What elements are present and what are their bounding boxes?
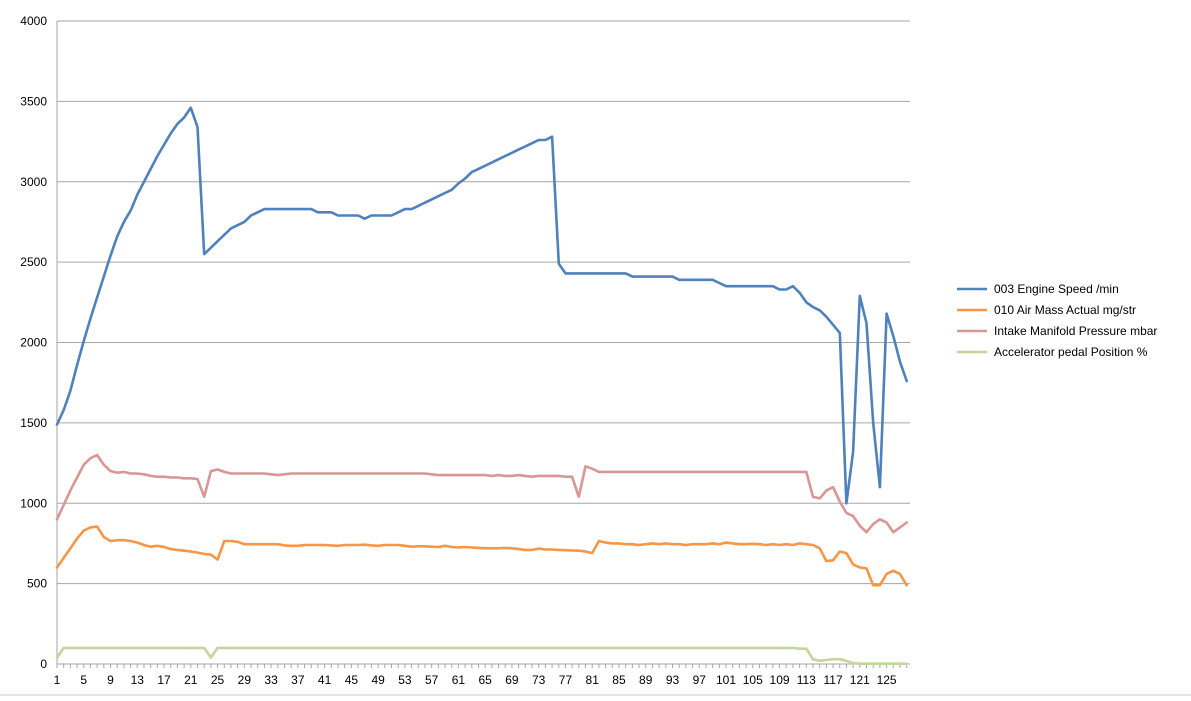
x-tick-label: 1	[54, 673, 61, 687]
x-tick-label: 113	[797, 673, 816, 687]
y-tick-label: 2500	[20, 255, 47, 269]
x-tick-label: 49	[371, 673, 385, 687]
y-tick-label: 1000	[20, 496, 47, 510]
y-tick-label: 1500	[20, 416, 47, 430]
x-tick-label: 41	[318, 673, 332, 687]
series-line-1	[55, 106, 909, 505]
legend-label: 003 Engine Speed /min	[994, 282, 1119, 296]
x-tick-label: 69	[505, 673, 519, 687]
x-axis-tick-labels: 1 5 9 13 17 21 25 29 33 37 41 45 49 53 57 61 65 69 73 77 81 8…	[54, 673, 897, 687]
x-tick-label: 21	[184, 673, 198, 687]
x-tick-label: 53	[398, 673, 412, 687]
x-tick-label: 81	[586, 673, 600, 687]
x-tick-label: 29	[238, 673, 252, 687]
y-tick-label: 4000	[20, 14, 47, 28]
legend: 003 Engine Speed /min 010 Air Mass Actual…	[957, 282, 1157, 359]
x-tick-label: 77	[559, 673, 573, 687]
x-tick-label: 117	[823, 673, 842, 687]
y-tick-label: 2000	[20, 336, 47, 350]
gridlines	[57, 20, 910, 585]
x-tick-label: 57	[425, 673, 439, 687]
x-tick-label: 93	[666, 673, 680, 687]
series-lines	[55, 106, 909, 666]
x-tick-label: 105	[743, 673, 763, 687]
x-tick-label: 17	[157, 673, 171, 687]
y-tick-label: 0	[40, 657, 47, 671]
x-tick-label: 85	[612, 673, 626, 687]
x-tick-label: 109	[770, 673, 790, 687]
x-tick-label: 97	[693, 673, 707, 687]
x-tick-label: 125	[877, 673, 897, 687]
x-tick-label: 101	[716, 673, 736, 687]
x-tick-label: 25	[211, 673, 225, 687]
y-tick-label: 3000	[20, 175, 47, 189]
legend-label: Intake Manifold Pressure mbar	[994, 324, 1157, 338]
series-line-3	[55, 453, 909, 534]
series-line-2	[55, 525, 909, 587]
x-tick-label: 61	[452, 673, 466, 687]
axes	[0, 21, 1191, 696]
x-tick-label: 13	[131, 673, 145, 687]
y-axis-tick-labels: 0 500 1000 1500 2000 2500 3000 3500 4000	[20, 14, 47, 671]
x-tick-label: 89	[639, 673, 653, 687]
x-tick-label: 5	[80, 673, 87, 687]
x-tick-label: 65	[478, 673, 492, 687]
x-tick-label: 45	[345, 673, 359, 687]
x-tick-label: 37	[291, 673, 305, 687]
series-line-4	[55, 646, 909, 666]
y-tick-label: 3500	[20, 94, 47, 108]
legend-label: 010 Air Mass Actual mg/str	[994, 303, 1136, 317]
x-tick-label: 33	[264, 673, 278, 687]
x-tick-label: 9	[107, 673, 114, 687]
legend-label: Accelerator pedal Position %	[994, 345, 1148, 359]
y-tick-label: 500	[27, 577, 47, 591]
x-tick-label: 121	[850, 673, 870, 687]
x-tick-label: 73	[532, 673, 546, 687]
